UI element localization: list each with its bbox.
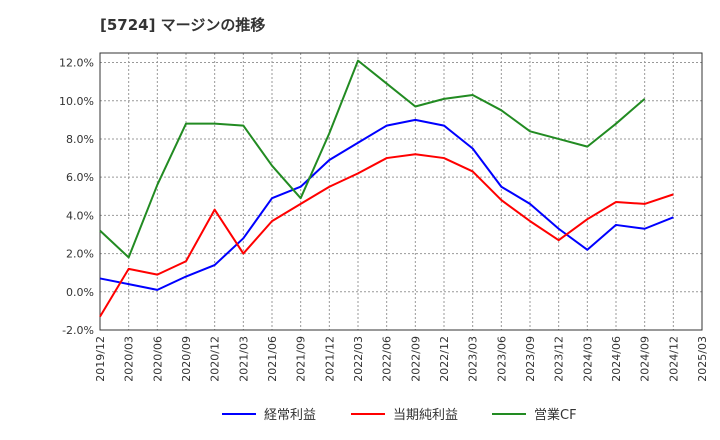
series-layer xyxy=(99,59,674,318)
x-tick-label: 2024/09 xyxy=(639,336,652,382)
y-tick-label: -2.0% xyxy=(62,324,94,337)
x-tick-label: 2022/06 xyxy=(381,336,394,382)
x-tick-label: 2020/03 xyxy=(123,336,136,382)
y-tick-label: 8.0% xyxy=(66,133,94,146)
x-tick-label: 2023/03 xyxy=(467,336,480,382)
series-line-2 xyxy=(99,59,646,259)
legend-swatch xyxy=(492,412,526,415)
y-tick-label: 12.0% xyxy=(59,57,94,70)
x-tick-label: 2024/12 xyxy=(667,336,680,382)
legend-swatch xyxy=(222,412,256,415)
x-tick-label: 2022/12 xyxy=(438,336,451,382)
y-tick-label: 0.0% xyxy=(66,286,94,299)
x-tick-label: 2024/03 xyxy=(581,336,594,382)
x-tick-label: 2020/06 xyxy=(151,336,164,382)
y-tick-label: 2.0% xyxy=(66,248,94,261)
legend-label: 経常利益 xyxy=(264,408,317,423)
x-tick-label: 2025/03 xyxy=(696,336,709,382)
y-tick-label: 6.0% xyxy=(66,171,94,184)
legend-item: 営業CF xyxy=(492,404,577,423)
y-tick-label: 10.0% xyxy=(59,95,94,108)
legend-item: 経常利益 xyxy=(222,404,316,423)
axis-layer xyxy=(99,52,703,331)
x-tick-label: 2021/06 xyxy=(266,336,279,382)
x-tick-label: 2021/12 xyxy=(323,336,336,382)
legend-item: 当期純利益 xyxy=(351,404,458,423)
x-tick-label: 2019/12 xyxy=(94,336,107,382)
plot-frame xyxy=(99,52,703,331)
series-line-0 xyxy=(99,118,674,291)
y-tick-label: 4.0% xyxy=(66,209,94,222)
x-tick-label: 2021/03 xyxy=(237,336,250,382)
x-tick-label: 2020/12 xyxy=(209,336,222,382)
series-line-1 xyxy=(99,153,674,318)
x-tick-label: 2023/06 xyxy=(495,336,508,382)
y-tick-labels: -2.0% 0.0% 2.0% 4.0% 6.0% 8.0% 10.0% 12.0% xyxy=(59,57,94,337)
legend: 経常利益 当期純利益 営業CF xyxy=(0,404,720,428)
x-tick-label: 2024/06 xyxy=(610,336,623,382)
x-tick-label: 2022/09 xyxy=(409,336,422,382)
legend-label: 当期純利益 xyxy=(393,408,459,423)
x-tick-label: 2020/09 xyxy=(180,336,193,382)
x-tick-label: 2023/09 xyxy=(524,336,537,382)
chart-title: [5724] マージンの推移 xyxy=(100,16,266,34)
legend-swatch xyxy=(351,412,385,415)
x-tick-label: 2021/09 xyxy=(295,336,308,382)
x-tick-labels: 2019/12 2020/03 2020/06 2020/09 2020/12 2021/… xyxy=(94,336,709,382)
x-tick-label: 2023/12 xyxy=(553,336,566,382)
legend-label: 営業CF xyxy=(534,408,577,423)
x-tick-label: 2022/03 xyxy=(352,336,365,382)
